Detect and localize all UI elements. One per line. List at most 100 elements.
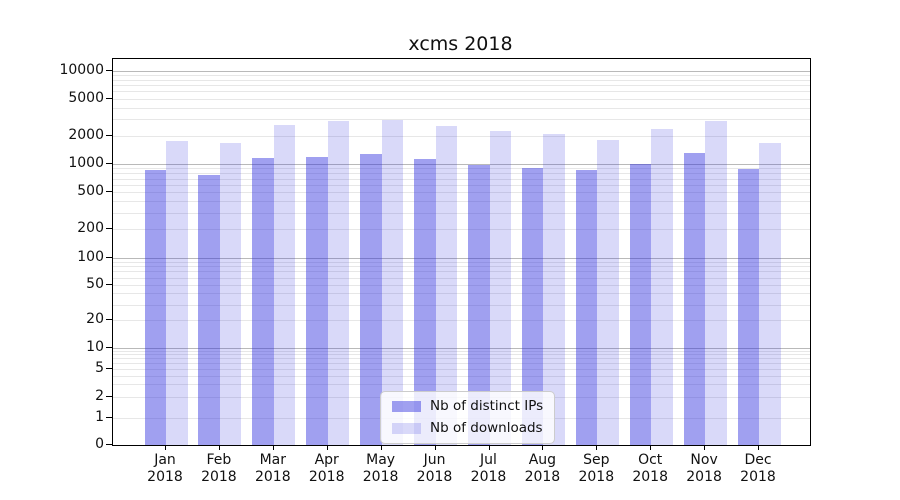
x-tick-year: 2018	[308, 468, 345, 485]
y-tick-label: 1	[95, 409, 104, 425]
bar-distinct-ips-jun	[414, 159, 436, 445]
x-tick-year: 2018	[524, 468, 561, 485]
x-tick-label: Feb 2018	[187, 452, 251, 485]
gridline-minor	[113, 266, 810, 268]
gridline-minor	[113, 384, 810, 386]
gridline-minor	[113, 261, 810, 263]
x-tick-mark	[380, 445, 382, 450]
gridline-minor	[113, 363, 810, 365]
y-tick-label: 2000	[68, 126, 104, 143]
gridline-minor	[113, 178, 810, 180]
bar-distinct-ips-feb	[198, 175, 220, 445]
bar-downloads-apr	[327, 121, 350, 445]
gridline-minor	[113, 304, 810, 306]
y-tick-mark	[106, 346, 112, 348]
y-tick-mark	[106, 395, 112, 397]
legend-label-downloads: Nb of downloads	[430, 420, 543, 436]
x-tick-month: Dec	[744, 452, 772, 468]
y-tick-label: 50	[86, 275, 104, 292]
x-tick-year: 2018	[470, 468, 507, 485]
gridline-minor	[113, 350, 810, 352]
x-tick-mark	[596, 445, 598, 450]
gridline-major	[113, 70, 810, 72]
bar-downloads-jul	[489, 131, 511, 445]
gridline-minor	[113, 368, 810, 370]
gridline-minor	[113, 192, 810, 194]
y-tick-label: 1000	[68, 155, 104, 171]
y-tick-mark	[106, 97, 112, 99]
x-tick-month: Sep	[583, 452, 610, 468]
bar-distinct-ips-jul	[468, 164, 490, 445]
y-tick-label: 10	[86, 338, 104, 355]
x-tick-label: Jun 2018	[403, 452, 467, 485]
x-tick-label: Aug 2018	[510, 452, 574, 485]
legend-label-distinct-ips: Nb of distinct IPs	[430, 398, 544, 414]
gridline-minor	[113, 354, 810, 356]
x-tick-mark	[488, 445, 490, 450]
gridline-major	[113, 347, 810, 349]
gridline-minor	[113, 271, 810, 273]
gridline-minor	[113, 229, 810, 231]
y-tick-mark	[106, 417, 112, 418]
y-tick-label: 2	[95, 387, 104, 404]
x-tick-month: May	[366, 452, 396, 468]
x-tick-label: Oct 2018	[618, 452, 682, 485]
x-tick-month: Feb	[206, 452, 232, 468]
x-tick-month: Mar	[259, 452, 286, 468]
y-tick-mark	[106, 191, 112, 193]
y-tick-label: 5000	[68, 89, 104, 106]
gridline-minor	[113, 98, 810, 100]
bar-distinct-ips-oct	[629, 163, 652, 445]
gridline-minor	[113, 284, 810, 286]
x-tick-year: 2018	[147, 468, 183, 485]
x-tick-mark	[650, 445, 652, 450]
y-tick-mark	[106, 367, 112, 369]
gridline-minor	[113, 358, 810, 360]
x-tick-mark	[272, 445, 274, 450]
bar-distinct-ips-aug	[521, 168, 544, 445]
gridline-minor	[113, 135, 810, 137]
bar-downloads-dec	[759, 142, 781, 445]
gridline-minor	[113, 85, 810, 86]
x-tick-month: Apr	[314, 452, 339, 468]
x-tick-mark	[704, 445, 706, 450]
x-tick-year: 2018	[740, 468, 776, 485]
bar-downloads-feb	[219, 142, 242, 445]
x-tick-year: 2018	[362, 468, 399, 485]
y-tick-label: 5	[95, 359, 104, 376]
bar-distinct-ips-dec	[737, 169, 759, 445]
y-tick-mark	[106, 134, 112, 136]
x-tick-month: Aug	[528, 452, 557, 468]
x-tick-mark	[326, 445, 328, 450]
x-tick-year: 2018	[416, 468, 453, 485]
x-tick-mark	[434, 445, 436, 450]
y-tick-mark	[106, 283, 112, 285]
y-tick-label: 200	[77, 220, 104, 237]
gridline-minor	[113, 184, 810, 186]
y-tick-mark	[106, 163, 112, 164]
x-tick-label: Dec 2018	[726, 452, 790, 485]
gridline-minor	[113, 79, 810, 81]
bar-downloads-jan	[166, 140, 188, 445]
x-tick-year: 2018	[632, 468, 668, 485]
gridline-minor	[113, 173, 810, 175]
y-tick-label: 500	[77, 183, 104, 200]
y-tick-mark	[106, 256, 112, 258]
x-tick-month: Jun	[423, 452, 446, 468]
x-tick-mark	[542, 445, 544, 450]
gridline-minor	[113, 107, 810, 109]
bar-distinct-ips-sep	[575, 170, 598, 445]
y-tick-mark	[106, 228, 112, 230]
x-tick-label: Jul 2018	[457, 452, 521, 485]
bar-distinct-ips-jan	[144, 170, 166, 445]
x-tick-mark	[165, 445, 166, 450]
chart-title: xcms 2018	[408, 33, 513, 55]
bar-downloads-aug	[543, 133, 565, 445]
gridline-minor	[113, 320, 810, 322]
y-tick-label: 20	[86, 311, 104, 328]
x-tick-label: May 2018	[349, 452, 413, 485]
y-tick-mark	[106, 319, 112, 321]
x-tick-year: 2018	[254, 468, 291, 485]
y-tick-label: 10000	[59, 61, 104, 78]
x-tick-month: Oct	[638, 452, 663, 468]
